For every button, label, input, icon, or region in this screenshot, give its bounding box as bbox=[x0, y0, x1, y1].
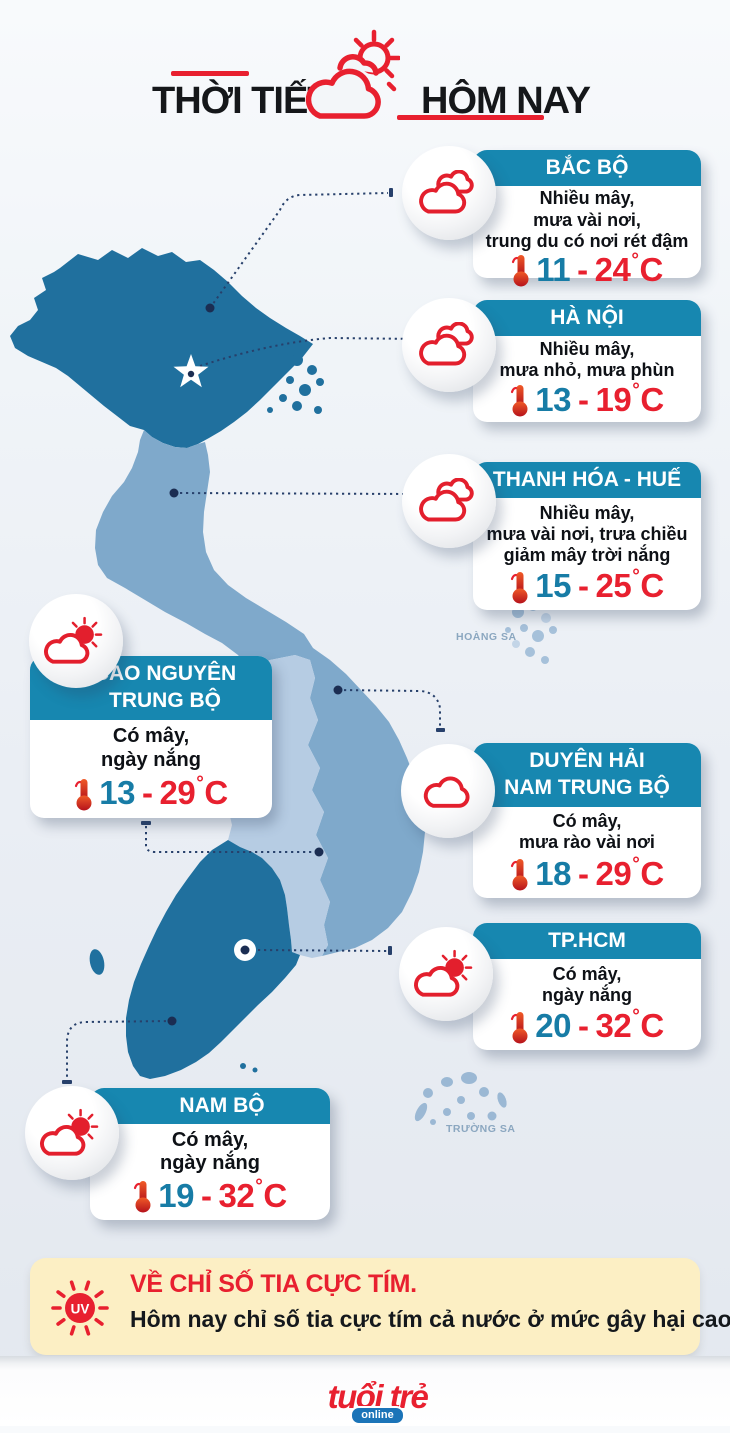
region-name-thanh-hoa-hue: THANH HÓA - HUẾ bbox=[473, 462, 701, 499]
weather-card-ha-noi: HÀ NỘI Nhiều mây, mưa nhỏ, mưa phùn 13-1… bbox=[473, 300, 701, 422]
icon-circle-tphcm bbox=[399, 927, 493, 1021]
weather-desc-nam-bo: Có mây, ngày nắng bbox=[159, 1128, 260, 1175]
hanoi-star-marker bbox=[173, 354, 209, 388]
icon-circle-thanh-hoa-hue bbox=[402, 454, 496, 548]
map-region-south bbox=[126, 840, 300, 1079]
weather-desc-thanh-hoa-hue: Nhiều mây, mưa vài nơi, trưa chiều giảm … bbox=[486, 502, 688, 566]
header-line-left bbox=[171, 71, 249, 76]
icon-circle-duyen-hai bbox=[401, 744, 495, 838]
temp-range-cao-nguyen: 13-29 ° C bbox=[74, 774, 228, 811]
hoang-sa-label: HOÀNG SA bbox=[456, 631, 517, 643]
region-name-nam-bo: NAM BỘ bbox=[90, 1088, 330, 1125]
weather-desc-ha-noi: Nhiều mây, mưa nhỏ, mưa phùn bbox=[499, 339, 675, 381]
map-south-islands bbox=[89, 949, 258, 1073]
thermometer-icon bbox=[512, 255, 529, 287]
clouds-icon bbox=[419, 478, 474, 522]
region-name-ha-noi: HÀ NỘI bbox=[473, 300, 701, 337]
uv-index-panel: UV VỀ CHỈ SỐ TIA CỰC TÍM. Hôm nay chỉ số… bbox=[30, 1258, 730, 1355]
weather-desc-duyen-hai: Có mây, mưa rào vài nơi bbox=[519, 811, 655, 853]
temp-range-tphcm: 20-32 ° C bbox=[510, 1007, 664, 1044]
map-halong-islands bbox=[267, 347, 324, 414]
temp-range-duyen-hai: 18-29 ° C bbox=[510, 855, 664, 891]
truong-sa-label: TRƯỜNG SA bbox=[446, 1123, 516, 1135]
icon-circle-bac-bo bbox=[402, 146, 496, 240]
temp-range-nam-bo: 19-32 ° C bbox=[133, 1177, 287, 1213]
region-name-bac-bo: BẮC BỘ bbox=[473, 150, 701, 187]
uv-sun-icon: UV bbox=[48, 1276, 112, 1340]
sun-cloud-icon bbox=[40, 1108, 99, 1156]
map-region-north bbox=[10, 248, 313, 448]
weather-desc-cao-nguyen: Có mây, ngày nắng bbox=[100, 725, 201, 771]
thermometer-icon bbox=[75, 778, 92, 811]
clouds-icon bbox=[419, 322, 474, 366]
weather-card-bac-bo: BẮC BỘ Nhiều mây, mưa vài nơi, trung du … bbox=[473, 150, 701, 287]
thermometer-icon bbox=[511, 571, 528, 604]
cloud-icon bbox=[423, 776, 470, 808]
clouds-icon bbox=[419, 170, 474, 214]
sun-cloud-icon bbox=[44, 616, 103, 664]
icon-circle-cao-nguyen bbox=[29, 594, 123, 688]
region-name-tphcm: TP.HCM bbox=[473, 923, 701, 960]
logo-online-badge: online bbox=[350, 1406, 405, 1425]
thermometer-icon bbox=[511, 1011, 528, 1044]
thermometer-icon bbox=[511, 385, 528, 417]
weather-card-nam-bo: NAM BỘ Có mây, ngày nắng 19-32 ° C bbox=[90, 1088, 330, 1220]
temp-range-bac-bo: 11-24 ° C bbox=[511, 251, 663, 287]
tuoi-tre-logo: tuổi trẻ online bbox=[305, 1380, 450, 1433]
thermometer-icon bbox=[511, 859, 528, 891]
header-cloud-sun-icon bbox=[300, 28, 400, 124]
uv-title: VỀ CHỈ SỐ TIA CỰC TÍM. bbox=[130, 1270, 417, 1298]
page-title-left: THỜI TIẾT bbox=[152, 80, 331, 122]
weather-desc-bac-bo: Nhiều mây, mưa vài nơi, trung du có nơi … bbox=[485, 188, 689, 251]
thermometer-icon bbox=[134, 1181, 151, 1213]
uv-body-text: Hôm nay chỉ số tia cực tím cả nước ở mức… bbox=[130, 1306, 730, 1332]
header-line-right bbox=[397, 115, 544, 120]
icon-circle-ha-noi bbox=[402, 298, 496, 392]
temp-range-thanh-hoa-hue: 15-25 ° C bbox=[510, 567, 664, 604]
weather-card-tphcm: TP.HCM Có mây, ngày nắng 20-32 ° C bbox=[473, 923, 701, 1050]
icon-circle-nam-bo bbox=[25, 1086, 119, 1180]
weather-card-thanh-hoa-hue: THANH HÓA - HUẾ Nhiều mây, mưa vài nơi, … bbox=[473, 462, 701, 610]
sun-cloud-icon bbox=[414, 949, 473, 997]
weather-desc-tphcm: Có mây, ngày nắng bbox=[541, 963, 632, 1005]
hcmc-marker bbox=[234, 939, 256, 961]
svg-text:UV: UV bbox=[71, 1302, 90, 1317]
weather-card-duyen-hai: DUYÊN HẢI NAM TRUNG BỘ Có mây, mưa rào v… bbox=[473, 743, 701, 898]
region-name-duyen-hai: DUYÊN HẢI NAM TRUNG BỘ bbox=[473, 743, 701, 807]
map-truong-sa-islands bbox=[414, 1072, 507, 1125]
temp-range-ha-noi: 13-19 ° C bbox=[510, 381, 664, 417]
